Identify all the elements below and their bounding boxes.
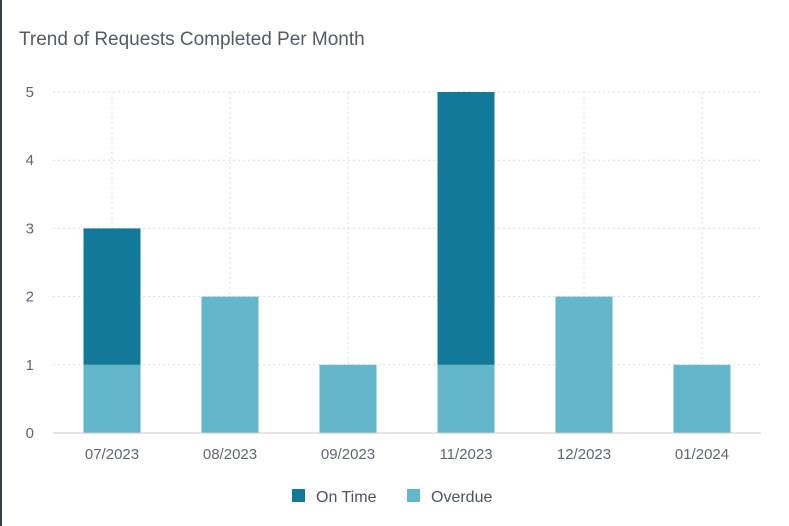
y-tick-label: 0 bbox=[26, 425, 34, 442]
bars-layer bbox=[83, 92, 731, 433]
y-tick-label: 2 bbox=[26, 289, 34, 306]
bar-overdue-07/2023[interactable] bbox=[83, 364, 141, 433]
bar-overdue-11/2023[interactable] bbox=[437, 364, 495, 433]
x-tick-label: 11/2023 bbox=[439, 446, 492, 463]
y-tick-label: 3 bbox=[26, 220, 34, 237]
bar-overdue-09/2023[interactable] bbox=[319, 364, 377, 433]
legend-item-overdue[interactable]: Overdue bbox=[407, 489, 492, 506]
x-tick-label: 01/2024 bbox=[675, 446, 729, 463]
legend-swatch bbox=[292, 489, 305, 502]
legend-swatch bbox=[407, 489, 420, 502]
x-tick-label: 08/2023 bbox=[203, 446, 257, 463]
bar-on-time-11/2023[interactable] bbox=[437, 92, 495, 365]
x-tick-label: 07/2023 bbox=[85, 446, 139, 463]
bar-overdue-08/2023[interactable] bbox=[201, 296, 259, 433]
legend-label: On Time bbox=[316, 489, 377, 506]
x-tick-label: 09/2023 bbox=[321, 446, 375, 463]
y-tick-label: 5 bbox=[26, 84, 34, 101]
axis-layer: 0 1 2 3 4 5 07/2023 08/2023 09/2023 11/2023 12/202… bbox=[26, 84, 761, 463]
y-tick-label: 1 bbox=[26, 357, 34, 374]
y-tick-label: 4 bbox=[26, 152, 34, 169]
legend: On Time Overdue bbox=[292, 489, 492, 506]
legend-label: Overdue bbox=[431, 489, 492, 506]
window-left-border bbox=[0, 0, 2, 526]
chart-title: Trend of Requests Completed Per Month bbox=[19, 29, 365, 50]
legend-item-on-time[interactable]: On Time bbox=[292, 489, 377, 506]
x-tick-label: 12/2023 bbox=[557, 446, 611, 463]
grid-layer bbox=[53, 91, 761, 433]
bar-overdue-12/2023[interactable] bbox=[555, 296, 613, 433]
bar-on-time-07/2023[interactable] bbox=[83, 228, 141, 365]
bar-overdue-01/2024[interactable] bbox=[673, 364, 731, 433]
